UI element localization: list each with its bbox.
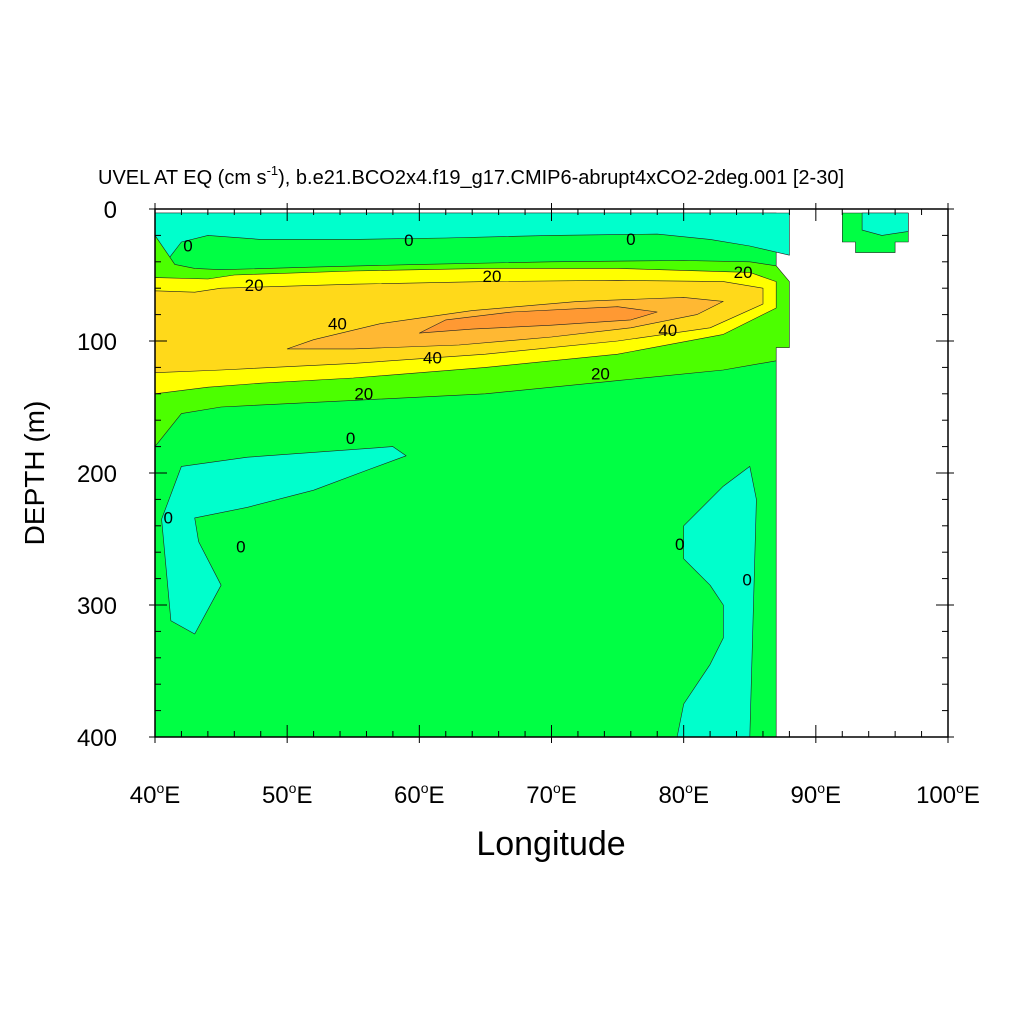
chart-title-main: UVEL AT EQ (cm s [98, 167, 267, 189]
contour-labels: 0 0 0 20 20 20 40 40 40 20 20 0 0 0 0 0 [163, 230, 752, 590]
contour-label-11: 0 [346, 429, 355, 448]
contour-label-10: 20 [354, 384, 373, 403]
contour-label-5: 20 [734, 263, 753, 282]
chart-title-superscript: -1 [267, 163, 279, 178]
contour-label-0: 0 [183, 237, 192, 256]
contour-label-12: 0 [163, 508, 172, 527]
contour-label-2: 0 [626, 230, 635, 249]
axis-tick-labels: 40oE 50oE 60oE 70oE 80oE 90oE 100oE01002003004… [77, 197, 980, 809]
contour-label-1: 0 [404, 231, 413, 250]
contour-label-13: 0 [236, 537, 245, 556]
axis-ticks [149, 203, 954, 743]
contour-region-neg-9 [161, 446, 407, 635]
contour-region-neg-3 [861, 212, 909, 236]
contour-region-neg-1 [154, 212, 790, 269]
x-tick-label-0: 40oE [130, 780, 181, 809]
contour-fills [154, 212, 909, 738]
contour-label-4: 20 [483, 267, 502, 286]
contour-label-6: 40 [328, 314, 347, 333]
y-axis-label: DEPTH (m) [19, 401, 50, 546]
contour-region-neg-10 [676, 466, 757, 738]
contour-region-fifty_plus-8 [418, 306, 658, 334]
y-tick-label-0: 0 [104, 197, 117, 224]
x-axis-label: Longitude [476, 825, 625, 863]
chart-title-rest: ), b.e21.BCO2x4.f19_g17.CMIP6-abrupt4xCO… [278, 167, 844, 189]
contour-label-8: 40 [423, 349, 442, 368]
contour-label-9: 20 [591, 365, 610, 384]
chart-title: UVEL AT EQ (cm s-1), b.e21.BCO2x4.f19_g1… [98, 163, 844, 189]
contour-label-7: 40 [658, 321, 677, 340]
x-tick-label-3: 70oE [526, 780, 577, 809]
x-tick-label-2: 60oE [394, 780, 445, 809]
contour-label-15: 0 [742, 570, 751, 589]
y-tick-label-3: 300 [77, 593, 117, 620]
y-tick-label-2: 200 [77, 461, 117, 488]
y-tick-label-4: 400 [77, 725, 117, 752]
x-tick-label-6: 100oE [916, 780, 980, 809]
y-tick-label-1: 100 [77, 329, 117, 356]
x-tick-label-5: 90oE [791, 780, 842, 809]
contour-label-3: 20 [245, 276, 264, 295]
contour-label-14: 0 [675, 535, 684, 554]
x-tick-label-1: 50oE [262, 780, 313, 809]
x-tick-label-4: 80oE [658, 780, 709, 809]
